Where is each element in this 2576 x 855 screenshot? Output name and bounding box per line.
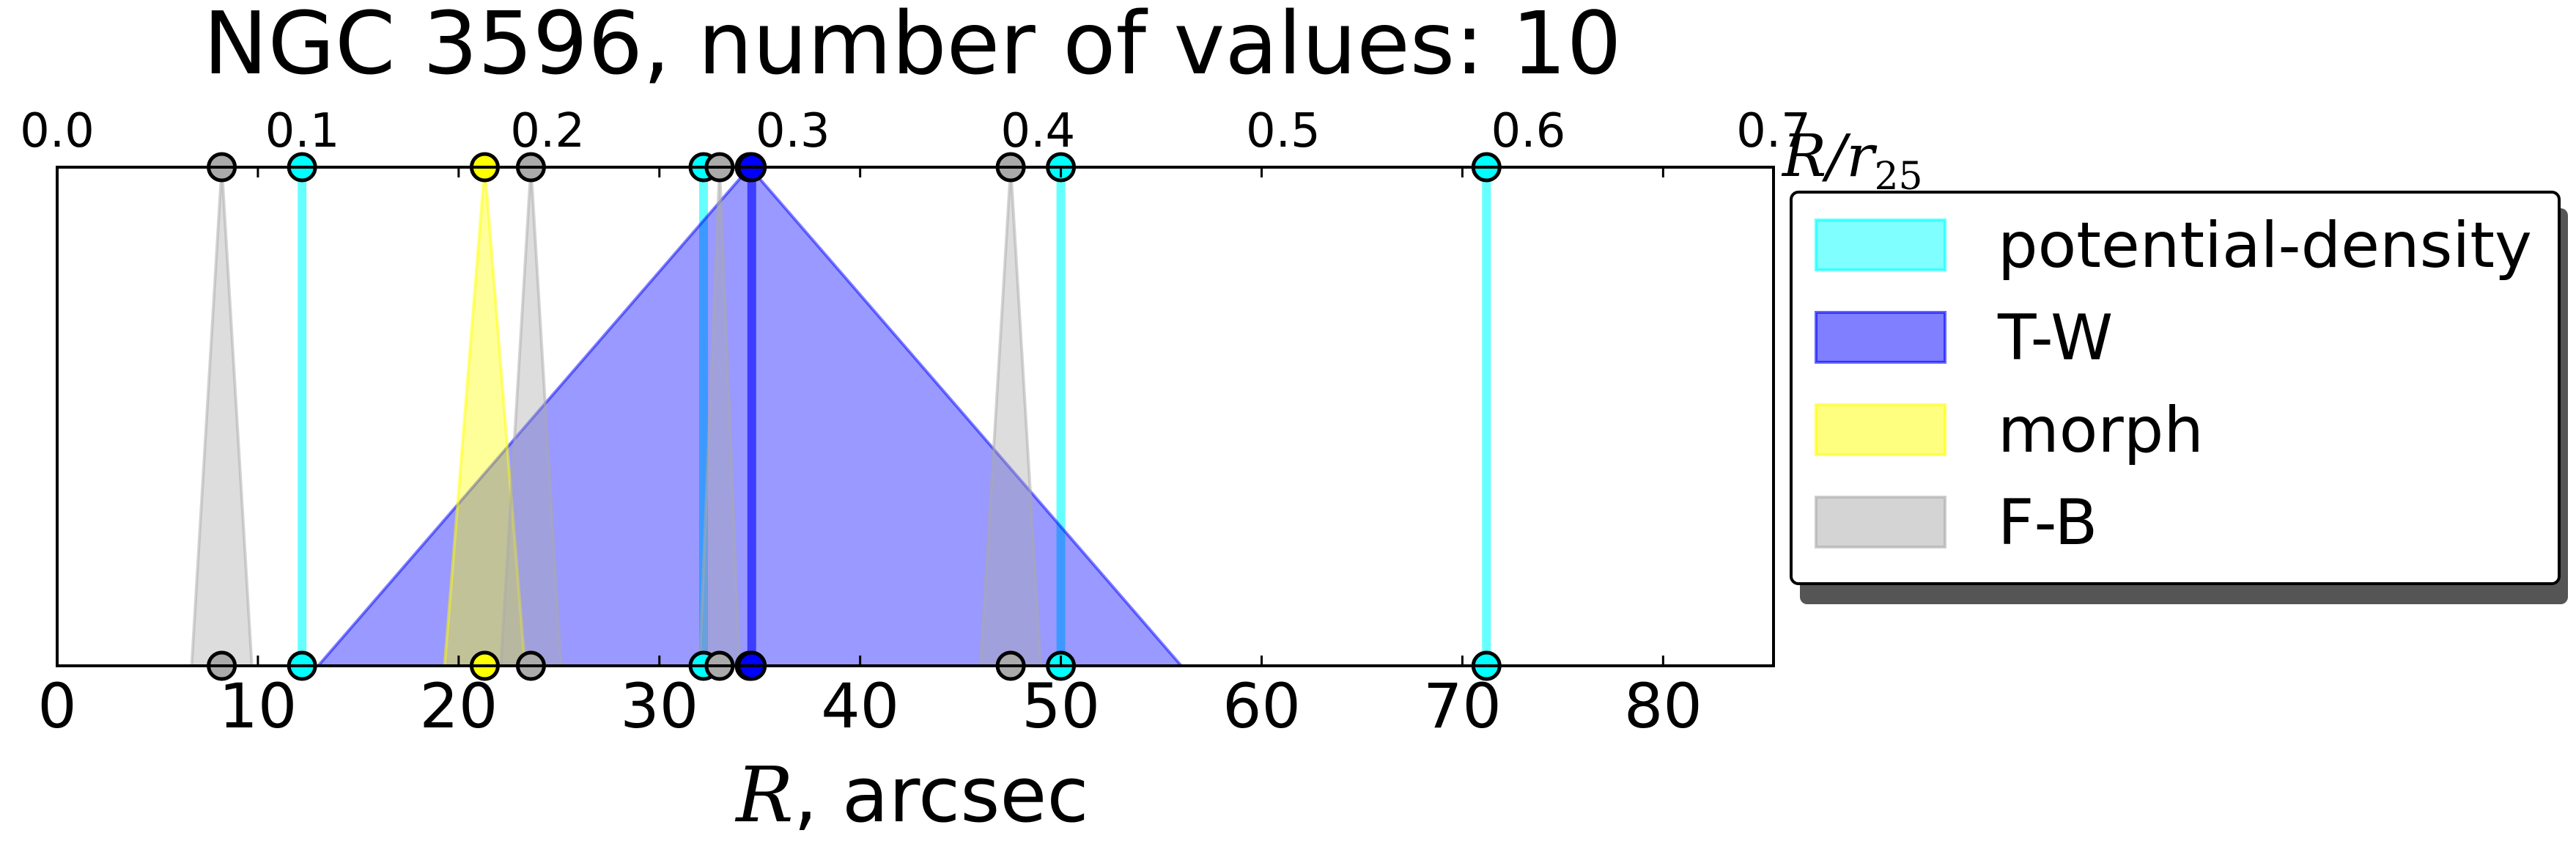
legend-box [1790, 191, 2561, 585]
legend: potential-density T-W morph F-B [1790, 191, 2568, 604]
x2-tick-label: 0.2 [510, 104, 585, 158]
x-axis-top: 0.0 0.1 0.2 0.3 0.4 0.5 0.6 0.7 [20, 104, 1811, 158]
x-axis-bottom: 0 10 20 30 40 50 60 70 80 [37, 167, 1702, 742]
f-b-range-3 [978, 166, 1043, 667]
x-tick-label: 10 [218, 670, 297, 742]
x2-tick-label: 0.5 [1246, 104, 1321, 158]
x2-tick-label: 0.7 [1736, 104, 1811, 158]
x2-tick-label: 0.6 [1491, 104, 1566, 158]
potential-density-line-0 [298, 167, 307, 666]
legend-swatch-f-b [1815, 496, 1946, 548]
potential-density-line-2 [1056, 167, 1066, 666]
x2-axis-label-symbol: R/r [1781, 122, 1878, 190]
plot-frame [56, 166, 1775, 667]
plot-area [190, 152, 1502, 681]
x-tick-label: 40 [821, 670, 899, 742]
x2-tick-label: 0.3 [756, 104, 830, 158]
legend-label-potential-density: potential-density [1998, 209, 2532, 282]
legend-label-morph: morph [1998, 394, 2204, 467]
x2-tick-label: 0.0 [20, 104, 95, 158]
chart-title: NGC 3596, number of values: 10 [203, 0, 1621, 94]
legend-swatch-morph [1815, 403, 1946, 456]
legend-swatch-potential-density [1815, 219, 1946, 271]
legend-swatch-t-w [1815, 311, 1946, 364]
f-b-range-0 [190, 166, 254, 667]
t-w-line-1 [747, 167, 756, 666]
x-tick-label: 50 [1022, 670, 1100, 742]
legend-label-t-w: T-W [1997, 301, 2113, 375]
x-tick-label: 30 [620, 670, 698, 742]
potential-density-line-3 [1482, 167, 1491, 666]
x-tick-label: 0 [37, 670, 76, 742]
x-tick-label: 20 [419, 670, 498, 742]
legend-label-f-b: F-B [1998, 486, 2097, 559]
x2-tick-label: 0.1 [265, 104, 340, 158]
x-tick-label: 70 [1423, 670, 1502, 742]
x-axis-label-unit: , arcsec [794, 750, 1089, 840]
x2-tick-label: 0.4 [1000, 104, 1075, 158]
x-tick-label: 80 [1624, 670, 1702, 742]
x-tick-label: 60 [1222, 670, 1301, 742]
x-axis-label: R, arcsec [734, 750, 1088, 840]
x-axis-label-symbol: R [734, 750, 793, 840]
x2-axis-label: R/r25 [1781, 122, 1923, 199]
